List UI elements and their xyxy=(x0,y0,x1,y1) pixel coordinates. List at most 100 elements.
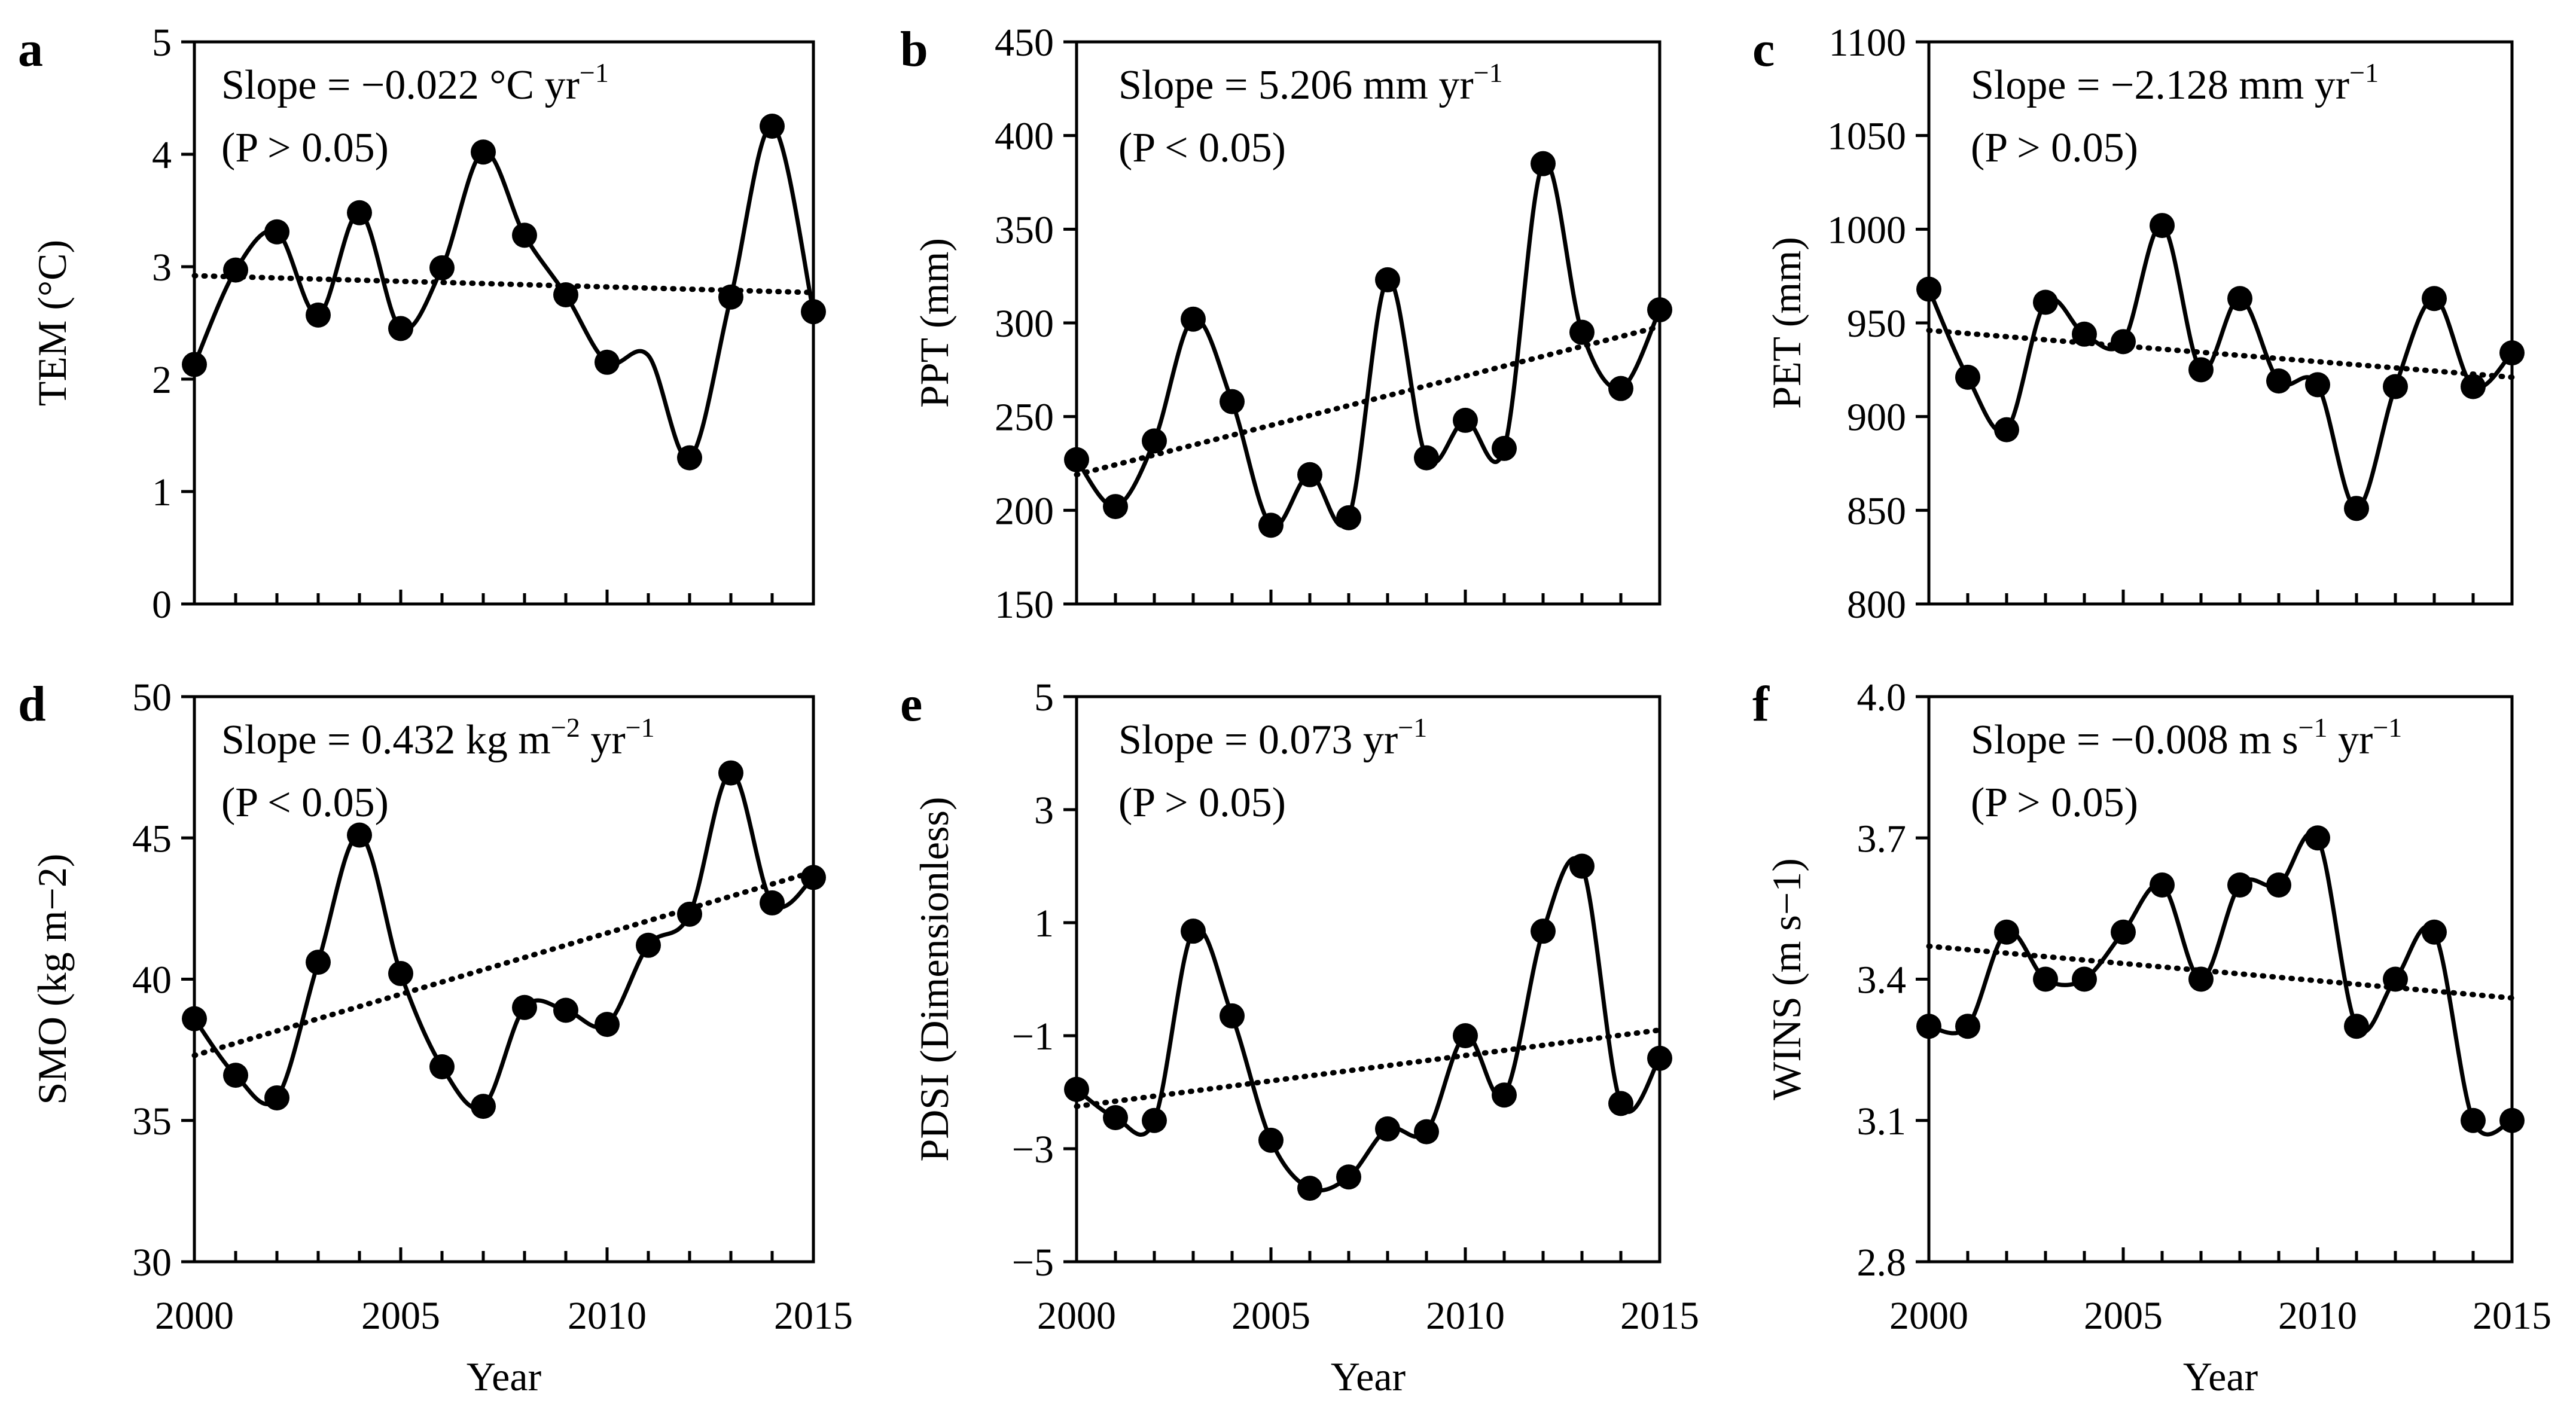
data-point xyxy=(1608,376,1633,401)
trend-line xyxy=(1074,1027,1663,1109)
data-point xyxy=(1336,505,1361,530)
y-tick-label: 300 xyxy=(995,302,1054,346)
p-value-annotation: (P > 0.05) xyxy=(1971,125,2138,171)
y-tick-label: 3.4 xyxy=(1857,959,1907,1002)
data-point xyxy=(2305,372,2330,398)
data-point xyxy=(553,997,578,1023)
slope-annotation: Slope = 5.206 mm yr−1 xyxy=(1118,57,1503,108)
data-point xyxy=(1142,428,1167,454)
data-point xyxy=(1103,494,1128,520)
y-tick-label: 0 xyxy=(152,583,172,627)
y-axis-label: TEM (°C) xyxy=(29,240,75,406)
y-axis-label: PPT (mm) xyxy=(911,238,957,408)
slope-annotation: Slope = 0.432 kg m−2 yr−1 xyxy=(221,712,655,763)
p-value-annotation: (P > 0.05) xyxy=(221,125,389,171)
y-tick-label: 350 xyxy=(995,208,1054,252)
panel-c: c 800 850 900 950 1000 1050 1100 PET (mm) Slope =… xyxy=(1752,21,2525,627)
y-tick-label: 3 xyxy=(1034,789,1054,832)
data-point xyxy=(2422,919,2447,945)
p-value-annotation: (P < 0.05) xyxy=(221,780,389,826)
y-tick-label: 400 xyxy=(995,115,1054,158)
panel-f: f 2.8 3.1 3.4 3.7 4.0 2000 2005 2010 2015 Year WINS… xyxy=(1752,676,2551,1399)
data-point xyxy=(306,950,331,975)
y-tick-label: 1100 xyxy=(1828,21,1906,65)
y-tick-label: −3 xyxy=(1012,1128,1054,1171)
trend-line xyxy=(191,869,816,1058)
data-point xyxy=(306,302,331,328)
data-point xyxy=(1569,853,1595,879)
y-tick-label: 1 xyxy=(1034,902,1054,945)
y-tick-label: 1 xyxy=(152,471,172,514)
data-point xyxy=(1994,417,2019,443)
slope-superscript: −1 xyxy=(2373,712,2402,743)
data-point xyxy=(553,282,578,307)
y-tick-label: 35 xyxy=(132,1100,172,1143)
slope-text-unit: yr xyxy=(580,717,626,763)
y-tick-label: 2.8 xyxy=(1857,1241,1907,1284)
y-tick-label: 450 xyxy=(995,21,1054,65)
y-tick-label: 4 xyxy=(152,133,172,177)
data-point xyxy=(2499,1107,2525,1133)
data-point xyxy=(1258,512,1284,538)
slope-superscript: −1 xyxy=(1474,57,1503,88)
slope-superscript: −2 xyxy=(551,712,580,743)
data-point xyxy=(2150,213,2175,239)
data-point xyxy=(1297,1176,1322,1201)
data-point xyxy=(2111,329,2136,355)
data-point xyxy=(760,890,785,916)
y-tick-label: 4.0 xyxy=(1857,676,1907,719)
data-point xyxy=(2461,1107,2486,1133)
data-point xyxy=(2227,286,2252,312)
data-point xyxy=(1955,1014,1980,1039)
data-point xyxy=(388,961,413,987)
data-point xyxy=(388,316,413,341)
trend-line xyxy=(1074,324,1663,478)
data-point xyxy=(264,219,289,245)
panel-b: b 150 200 250 300 350 400 450 PPT (mm) Slope = 5.… xyxy=(900,21,1672,627)
slope-text: Slope = 5.206 mm yr xyxy=(1118,62,1474,108)
p-value-annotation: (P > 0.05) xyxy=(1118,780,1286,826)
panel-letter: c xyxy=(1752,22,1775,77)
y-tick-label: 5 xyxy=(1034,676,1054,719)
y-axis-label: WINS (m s−1) xyxy=(1764,858,1809,1100)
series-line xyxy=(1928,831,2513,1137)
y-tick-label: −5 xyxy=(1012,1241,1054,1284)
y-axis-label: PET (mm) xyxy=(1764,237,1809,409)
y-tick-label: 50 xyxy=(132,676,172,719)
trend-line xyxy=(1926,943,2515,1001)
data-point xyxy=(1414,445,1439,471)
data-point xyxy=(2227,872,2252,898)
slope-text-unit: yr xyxy=(2328,717,2373,763)
series-line xyxy=(193,771,815,1111)
x-axis-label: Year xyxy=(1331,1354,1406,1399)
slope-text: Slope = −2.128 mm yr xyxy=(1971,62,2349,108)
slope-annotation: Slope = −2.128 mm yr−1 xyxy=(1971,57,2379,108)
data-point xyxy=(1492,1082,1517,1108)
data-point xyxy=(471,139,496,165)
data-point xyxy=(1064,447,1089,472)
data-point xyxy=(347,822,372,848)
data-point xyxy=(1453,1023,1478,1048)
data-point xyxy=(1569,319,1595,345)
data-point xyxy=(1647,297,1672,323)
y-tick-label: 150 xyxy=(995,583,1054,627)
data-point xyxy=(347,200,372,225)
data-point xyxy=(264,1085,289,1110)
data-point xyxy=(636,932,661,958)
data-point xyxy=(1336,1164,1361,1190)
x-tick-label: 2015 xyxy=(2473,1294,2551,1338)
p-value-annotation: (P > 0.05) xyxy=(1971,780,2138,826)
data-point xyxy=(2344,1014,2369,1039)
data-point xyxy=(1647,1045,1672,1071)
y-tick-label: 850 xyxy=(1847,489,1906,533)
x-tick-label: 2015 xyxy=(774,1294,853,1338)
slope-superscript: −1 xyxy=(626,712,655,743)
data-point xyxy=(182,352,207,377)
panel-e: e −5 −3 −1 1 3 5 2000 2005 2010 2015 Year PDSI (Dime… xyxy=(900,676,1699,1399)
y-tick-label: 800 xyxy=(1847,583,1906,627)
data-point xyxy=(1955,364,1980,390)
data-point xyxy=(429,1054,455,1079)
data-point xyxy=(2461,374,2486,399)
data-point xyxy=(1453,407,1478,433)
data-point xyxy=(2033,966,2058,992)
